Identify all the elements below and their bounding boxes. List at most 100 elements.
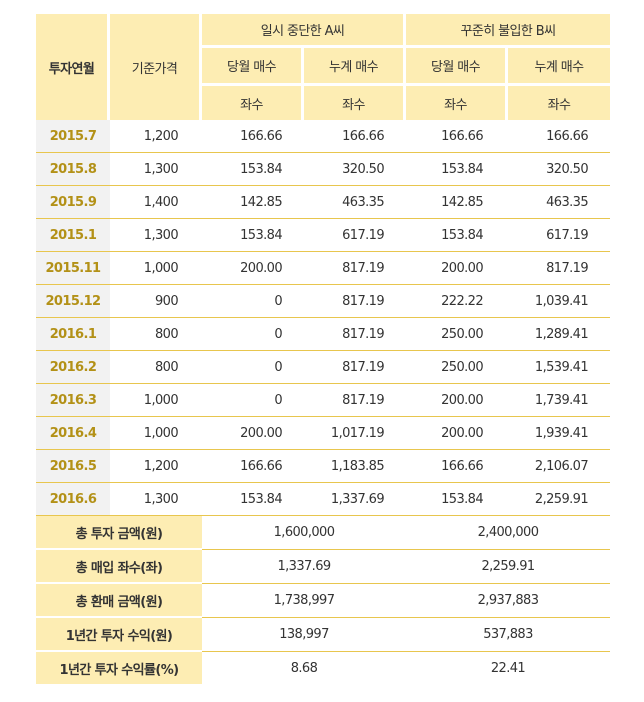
a-monthly-units-cell: 153.84 [202, 219, 304, 252]
table-row: 2016.4 1,000 200.00 1,017.19 200.00 1,93… [36, 417, 610, 450]
b-monthly-units-cell: 166.66 [406, 450, 508, 483]
header-b-monthly-unit: 좌수 [406, 86, 508, 120]
table-row: 2016.1 800 0 817.19 250.00 1,289.41 [36, 318, 610, 351]
invest-month-cell: 2016.3 [36, 384, 110, 417]
a-monthly-units-cell: 0 [202, 351, 304, 384]
b-cumulative-units-cell: 463.35 [508, 186, 610, 219]
a-cumulative-units-cell: 617.19 [304, 219, 406, 252]
a-cumulative-units-cell: 1,183.85 [304, 450, 406, 483]
table-row: 2015.11 1,000 200.00 817.19 200.00 817.1… [36, 252, 610, 285]
b-cumulative-units-cell: 617.19 [508, 219, 610, 252]
summary-a-value: 1,738,997 [202, 584, 406, 618]
a-cumulative-units-cell: 817.19 [304, 351, 406, 384]
base-price-cell: 1,200 [110, 120, 202, 153]
summary-b-value: 537,883 [406, 618, 610, 652]
a-monthly-units-cell: 0 [202, 384, 304, 417]
invest-month-cell: 2015.11 [36, 252, 110, 285]
table-row: 2016.6 1,300 153.84 1,337.69 153.84 2,25… [36, 483, 610, 516]
base-price-cell: 1,200 [110, 450, 202, 483]
base-price-cell: 900 [110, 285, 202, 318]
b-cumulative-units-cell: 2,106.07 [508, 450, 610, 483]
invest-month-cell: 2015.12 [36, 285, 110, 318]
b-cumulative-units-cell: 166.66 [508, 120, 610, 153]
table-row: 2015.7 1,200 166.66 166.66 166.66 166.66 [36, 120, 610, 153]
table-row: 2016.5 1,200 166.66 1,183.85 166.66 2,10… [36, 450, 610, 483]
a-cumulative-units-cell: 817.19 [304, 285, 406, 318]
header-b-cumulative-buy: 누계 매수 [508, 48, 610, 86]
summary-row: 1년간 투자 수익률(%) 8.68 22.41 [36, 652, 610, 684]
invest-month-cell: 2016.4 [36, 417, 110, 450]
b-monthly-units-cell: 200.00 [406, 384, 508, 417]
b-monthly-units-cell: 200.00 [406, 252, 508, 285]
header-a-monthly-buy: 당월 매수 [202, 48, 304, 86]
header-base-price: 기준가격 [110, 14, 202, 120]
summary-b-value: 2,400,000 [406, 516, 610, 550]
summary-row: 총 투자 금액(원) 1,600,000 2,400,000 [36, 516, 610, 550]
summary-label: 총 환매 금액(원) [36, 584, 202, 618]
summary-label: 총 투자 금액(원) [36, 516, 202, 550]
table-row: 2015.12 900 0 817.19 222.22 1,039.41 [36, 285, 610, 318]
base-price-cell: 1,400 [110, 186, 202, 219]
b-monthly-units-cell: 153.84 [406, 153, 508, 186]
table-row: 2016.3 1,000 0 817.19 200.00 1,739.41 [36, 384, 610, 417]
fund-comparison-table: 투자연월 기준가격 일시 중단한 A씨 꾸준히 불입한 B씨 당월 매수 누계 … [36, 14, 610, 684]
summary-label: 총 매입 좌수(좌) [36, 550, 202, 584]
data-rows: 2015.7 1,200 166.66 166.66 166.66 166.66… [36, 120, 610, 516]
header-a-cumulative-buy: 누계 매수 [304, 48, 406, 86]
b-monthly-units-cell: 153.84 [406, 219, 508, 252]
a-monthly-units-cell: 0 [202, 318, 304, 351]
header-group-a: 일시 중단한 A씨 [202, 14, 406, 48]
header-invest-month: 투자연월 [36, 14, 110, 120]
invest-month-cell: 2016.2 [36, 351, 110, 384]
base-price-cell: 1,300 [110, 483, 202, 516]
b-monthly-units-cell: 153.84 [406, 483, 508, 516]
invest-month-cell: 2016.5 [36, 450, 110, 483]
invest-month-cell: 2015.9 [36, 186, 110, 219]
b-cumulative-units-cell: 320.50 [508, 153, 610, 186]
header-a-cumulative-unit: 좌수 [304, 86, 406, 120]
base-price-cell: 800 [110, 351, 202, 384]
b-cumulative-units-cell: 2,259.91 [508, 483, 610, 516]
b-cumulative-units-cell: 1,939.41 [508, 417, 610, 450]
a-cumulative-units-cell: 817.19 [304, 252, 406, 285]
header-a-monthly-unit: 좌수 [202, 86, 304, 120]
b-cumulative-units-cell: 1,039.41 [508, 285, 610, 318]
b-cumulative-units-cell: 1,289.41 [508, 318, 610, 351]
a-cumulative-units-cell: 817.19 [304, 318, 406, 351]
summary-row: 1년간 투자 수익(원) 138,997 537,883 [36, 618, 610, 652]
a-cumulative-units-cell: 320.50 [304, 153, 406, 186]
invest-month-cell: 2016.1 [36, 318, 110, 351]
a-monthly-units-cell: 153.84 [202, 483, 304, 516]
a-cumulative-units-cell: 1,017.19 [304, 417, 406, 450]
base-price-cell: 800 [110, 318, 202, 351]
base-price-cell: 1,300 [110, 153, 202, 186]
b-cumulative-units-cell: 1,739.41 [508, 384, 610, 417]
invest-month-cell: 2015.1 [36, 219, 110, 252]
summary-a-value: 1,600,000 [202, 516, 406, 550]
summary-b-value: 22.41 [490, 660, 526, 676]
header-b-cumulative-unit: 좌수 [508, 86, 610, 120]
summary-row: 총 환매 금액(원) 1,738,997 2,937,883 [36, 584, 610, 618]
base-price-cell: 1,000 [110, 384, 202, 417]
a-monthly-units-cell: 153.84 [202, 153, 304, 186]
b-cumulative-units-cell: 817.19 [508, 252, 610, 285]
a-cumulative-units-cell: 463.35 [304, 186, 406, 219]
summary-label: 1년간 투자 수익(원) [36, 618, 202, 652]
a-monthly-units-cell: 200.00 [202, 417, 304, 450]
header-b-monthly-buy: 당월 매수 [406, 48, 508, 86]
invest-month-cell: 2016.6 [36, 483, 110, 516]
summary-b-value: 2,259.91 [406, 550, 610, 584]
summary-rows: 총 투자 금액(원) 1,600,000 2,400,000 총 매입 좌수(좌… [36, 516, 610, 684]
summary-b-value: 2,937,883 [406, 584, 610, 618]
a-monthly-units-cell: 0 [202, 285, 304, 318]
table-row: 2016.2 800 0 817.19 250.00 1,539.41 [36, 351, 610, 384]
a-monthly-units-cell: 200.00 [202, 252, 304, 285]
invest-month-cell: 2015.8 [36, 153, 110, 186]
summary-row: 총 매입 좌수(좌) 1,337.69 2,259.91 [36, 550, 610, 584]
a-cumulative-units-cell: 817.19 [304, 384, 406, 417]
a-monthly-units-cell: 166.66 [202, 120, 304, 153]
base-price-cell: 1,000 [110, 252, 202, 285]
summary-a-value: 8.68 [290, 660, 318, 676]
b-monthly-units-cell: 250.00 [406, 318, 508, 351]
b-monthly-units-cell: 250.00 [406, 351, 508, 384]
